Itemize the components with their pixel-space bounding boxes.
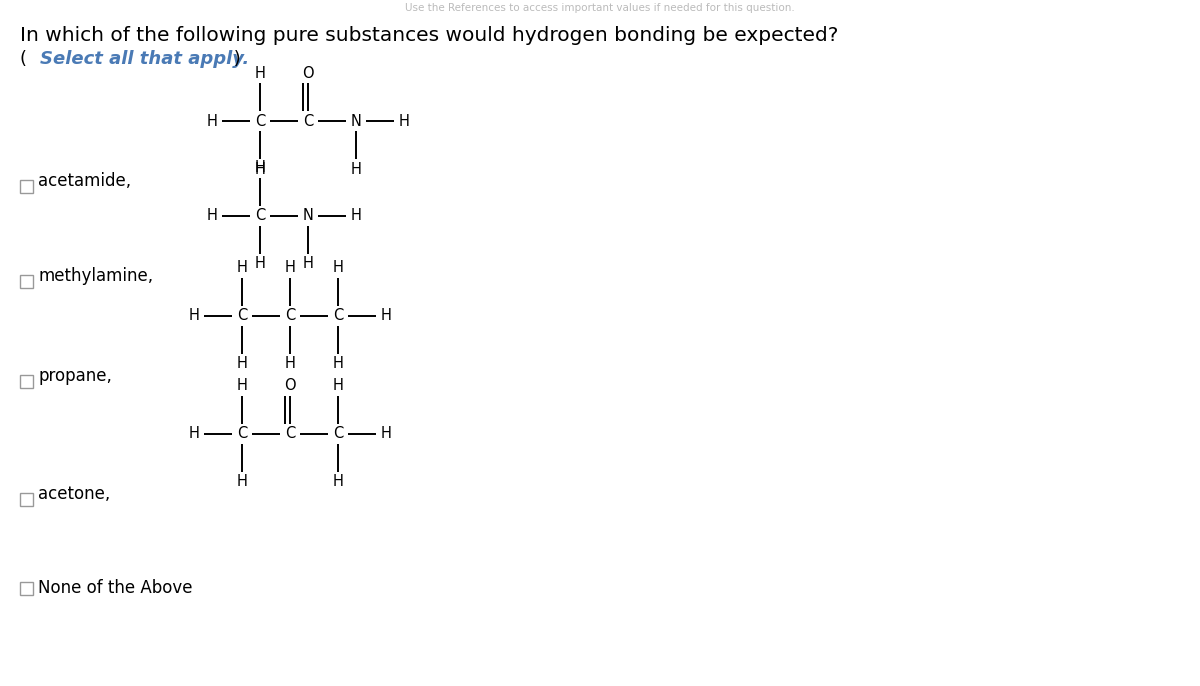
- Text: H: H: [380, 427, 391, 442]
- Text: In which of the following pure substances would hydrogen bonding be expected?: In which of the following pure substance…: [20, 26, 839, 45]
- Text: H: H: [254, 65, 265, 80]
- Text: C: C: [254, 113, 265, 128]
- Text: C: C: [284, 309, 295, 324]
- Text: H: H: [236, 475, 247, 490]
- Text: acetone,: acetone,: [38, 485, 110, 503]
- Text: H: H: [398, 113, 409, 128]
- Text: C: C: [284, 427, 295, 442]
- FancyBboxPatch shape: [19, 180, 32, 193]
- Text: H: H: [332, 475, 343, 490]
- FancyBboxPatch shape: [19, 582, 32, 595]
- Text: H: H: [284, 261, 295, 276]
- Text: N: N: [302, 209, 313, 224]
- Text: Use the References to access important values if needed for this question.: Use the References to access important v…: [406, 3, 794, 13]
- Text: None of the Above: None of the Above: [38, 579, 192, 597]
- Text: H: H: [254, 257, 265, 272]
- Text: C: C: [236, 427, 247, 442]
- Text: C: C: [332, 309, 343, 324]
- Text: H: H: [236, 261, 247, 276]
- Text: H: H: [350, 209, 361, 224]
- Text: C: C: [236, 309, 247, 324]
- Text: H: H: [332, 261, 343, 276]
- Text: H: H: [254, 161, 265, 176]
- Text: H: H: [188, 427, 199, 442]
- Text: H: H: [380, 309, 391, 324]
- Text: H: H: [332, 357, 343, 372]
- Text: H: H: [236, 357, 247, 372]
- Text: (: (: [20, 50, 32, 68]
- Text: H: H: [350, 161, 361, 176]
- Text: H: H: [302, 257, 313, 272]
- Text: H: H: [188, 309, 199, 324]
- Text: H: H: [254, 161, 265, 176]
- Text: H: H: [332, 379, 343, 394]
- Text: Select all that apply.: Select all that apply.: [40, 50, 250, 68]
- Text: H: H: [236, 379, 247, 394]
- Text: methylamine,: methylamine,: [38, 267, 154, 285]
- Text: N: N: [350, 113, 361, 128]
- Text: O: O: [284, 379, 296, 394]
- Text: C: C: [254, 209, 265, 224]
- Text: propane,: propane,: [38, 367, 112, 385]
- Text: C: C: [332, 427, 343, 442]
- Text: H: H: [206, 209, 217, 224]
- Text: O: O: [302, 65, 314, 80]
- Text: H: H: [284, 357, 295, 372]
- Text: H: H: [206, 113, 217, 128]
- Text: ): ): [228, 50, 241, 68]
- Text: acetamide,: acetamide,: [38, 172, 131, 190]
- FancyBboxPatch shape: [19, 493, 32, 506]
- FancyBboxPatch shape: [19, 274, 32, 287]
- Text: C: C: [302, 113, 313, 128]
- FancyBboxPatch shape: [19, 375, 32, 388]
